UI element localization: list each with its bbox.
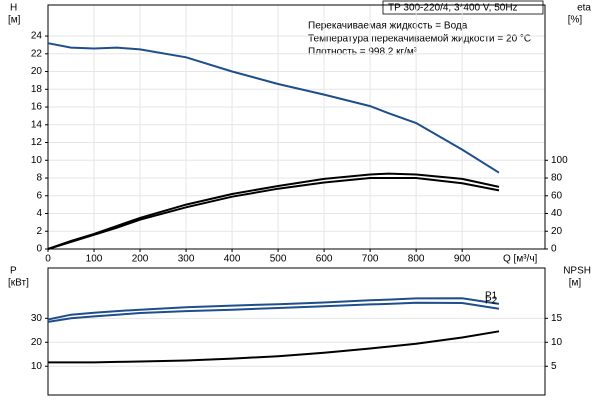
series-label: P2 [485,295,498,306]
y-tick-label: 12 [31,137,43,148]
y-tick-label: 16 [31,102,43,113]
y-tick-label: 10 [31,361,43,372]
series-label: P1 [485,291,498,302]
y-tick-label: 14 [31,119,43,130]
y2-axis-units: [м] [569,278,582,289]
y-axis-label: H [10,3,17,14]
annotation: Температура перекачиваемой жидкости = 20… [308,34,531,45]
x-tick-label: 900 [454,254,471,265]
x-tick-label: 800 [408,254,425,265]
series-line [47,301,500,323]
series-line [48,330,500,364]
y2-axis-label: eta [577,3,591,14]
annotation: Плотность = 998.2 кг/м³ [308,47,418,58]
y2-tick-label: 60 [551,190,563,201]
plot-frame [47,4,546,250]
y2-tick-label: 10 [551,337,563,348]
y-tick-label: 20 [31,66,43,77]
y-axis-units: [м] [8,15,21,26]
y-axis-units: [кВт] [8,278,29,289]
y2-tick-label: 0 [551,244,557,255]
y2-axis-label: NPSH [563,266,591,277]
x-tick-label: 0 [45,254,51,265]
y2-tick-label: 5 [551,361,557,372]
y-tick-label: 4 [36,208,42,219]
chart-title: TP 300-220/4, 3*400 V, 50Hz [388,3,518,14]
x-tick-label: 200 [132,254,149,265]
x-tick-label: 300 [178,254,195,265]
x-tick-label: 400 [224,254,241,265]
series-line [47,177,500,250]
y-tick-label: 10 [31,155,43,166]
title-box [382,0,544,15]
x-tick-label: 700 [362,254,379,265]
y-axis-label: P [10,266,17,277]
y2-tick-label: 100 [551,155,568,166]
y2-tick-label: 20 [551,226,563,237]
x-tick-label: 100 [86,254,103,265]
y-tick-label: 18 [31,84,43,95]
y-tick-label: 6 [36,190,42,201]
y-tick-label: 20 [31,337,43,348]
y-tick-label: 30 [31,313,43,324]
x-axis-label: Q [м³/ч] [503,254,538,265]
y-tick-label: 0 [36,244,42,255]
y-tick-label: 22 [31,48,43,59]
y2-tick-label: 15 [551,313,563,324]
series-line [47,42,500,174]
y2-axis-units: [%] [568,15,583,26]
y-tick-label: 2 [36,226,42,237]
x-tick-label: 500 [270,254,287,265]
series-line [47,172,500,250]
y-tick-label: 8 [36,173,42,184]
y2-tick-label: 40 [551,208,563,219]
plot-frame [47,267,546,396]
x-tick-label: 600 [316,254,333,265]
series-line [47,297,500,321]
annotation: Перекачиваемая жидкость = Вода [308,21,468,32]
y-tick-label: 24 [31,31,43,42]
y2-tick-label: 80 [551,173,563,184]
